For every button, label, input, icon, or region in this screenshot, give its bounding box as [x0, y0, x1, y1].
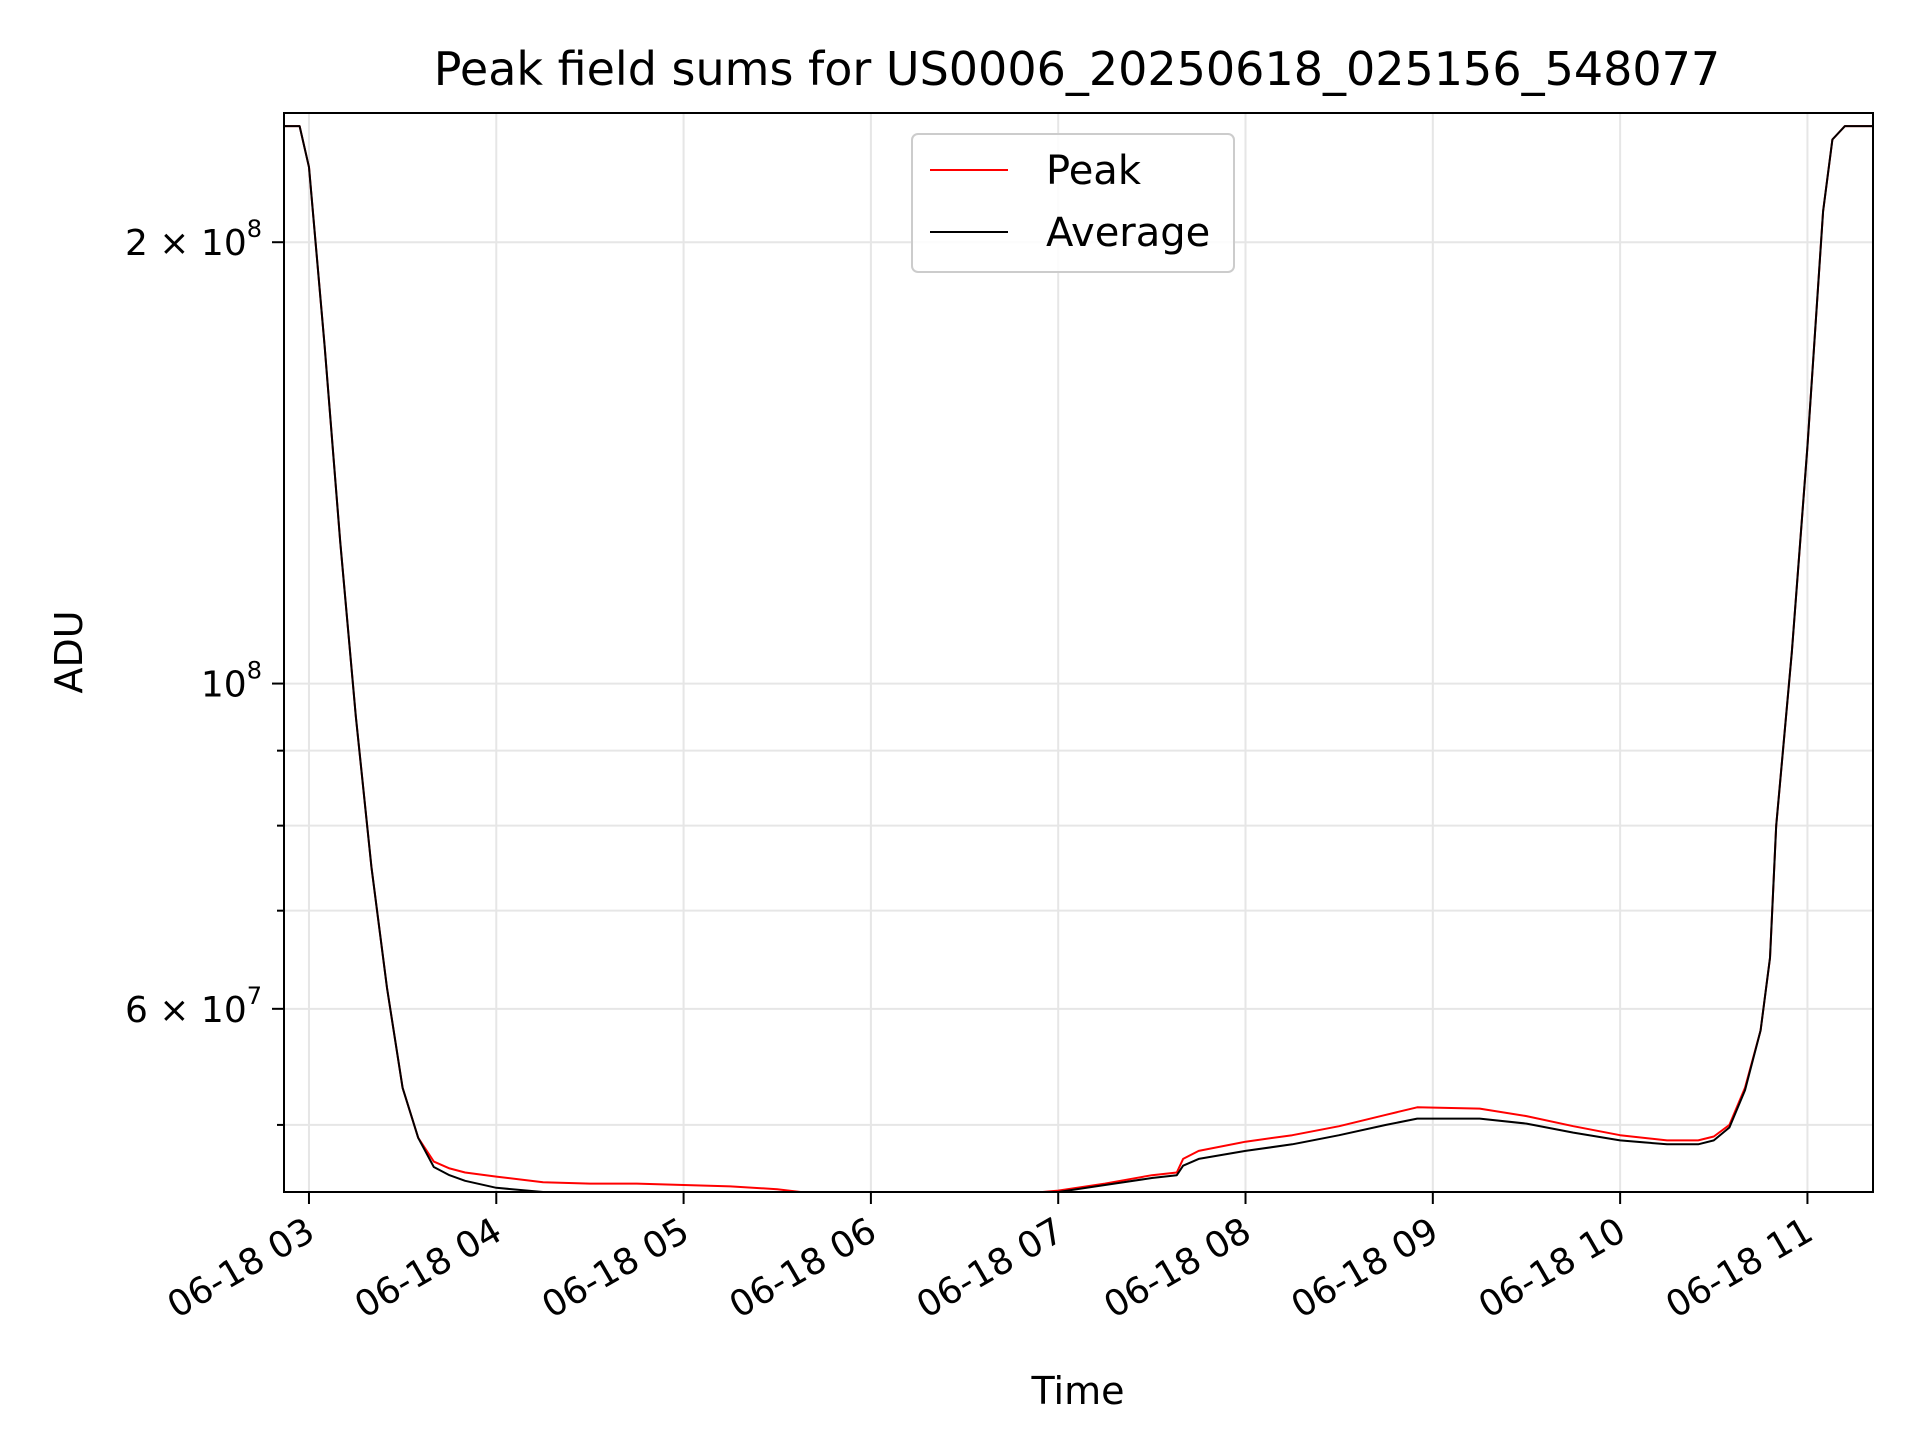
- legend-box: [911, 133, 1235, 273]
- x-axis: 06-18 03 06-18 04 06-18 05 06-18 06 06-18 07…: [161, 1192, 1820, 1327]
- legend: Peak Average: [911, 133, 1235, 273]
- series-peak-line: [284, 125, 1873, 1192]
- y-tick-label: 108: [201, 657, 262, 706]
- y-tick-base: 6 × 10: [125, 990, 247, 1031]
- grid: [284, 113, 1873, 1192]
- y-tick-base: 2 × 10: [125, 223, 247, 264]
- y-axis-label: ADU: [47, 610, 91, 693]
- y-tick-label: 6 × 107: [125, 982, 262, 1031]
- series-layer: [284, 125, 1873, 1192]
- x-tick-label: 06-18 10: [1472, 1210, 1633, 1326]
- y-tick-label: 2 × 108: [125, 215, 262, 264]
- plot-frame: [283, 112, 1874, 1193]
- chart-title: Peak field sums for US0006_20250618_0251…: [434, 42, 1720, 96]
- x-tick-label: 06-18 11: [1659, 1210, 1820, 1326]
- x-tick-label: 06-18 06: [723, 1210, 884, 1326]
- series-average-line: [284, 125, 1873, 1192]
- legend-label-average: Average: [1046, 210, 1210, 256]
- y-tick-exponent: 8: [247, 657, 262, 685]
- x-tick-label: 06-18 09: [1285, 1210, 1446, 1326]
- y-tick-base: 10: [201, 665, 247, 706]
- x-tick-label: 06-18 08: [1097, 1210, 1258, 1326]
- y-tick-exponent: 8: [247, 215, 262, 243]
- x-tick-label: 06-18 04: [348, 1210, 509, 1326]
- x-axis-label: Time: [1031, 1369, 1125, 1413]
- legend-label-peak: Peak: [1046, 148, 1142, 194]
- x-tick-label: 06-18 07: [910, 1210, 1071, 1326]
- x-tick-label: 06-18 05: [535, 1210, 696, 1326]
- x-tick-label: 06-18 03: [161, 1210, 322, 1326]
- y-tick-exponent: 7: [247, 982, 262, 1010]
